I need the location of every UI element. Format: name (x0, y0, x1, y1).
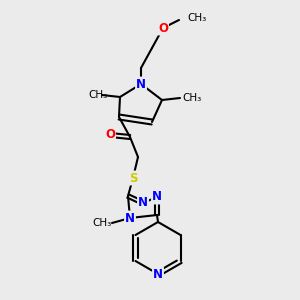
Text: N: N (153, 268, 163, 281)
Text: S: S (129, 172, 137, 184)
Text: N: N (136, 77, 146, 91)
Text: N: N (138, 196, 148, 209)
Text: CH₃: CH₃ (187, 13, 206, 23)
Text: CH₃: CH₃ (92, 218, 112, 228)
Text: N: N (152, 190, 162, 203)
Text: O: O (105, 128, 115, 142)
Text: N: N (125, 212, 135, 224)
Text: CH₃: CH₃ (182, 93, 201, 103)
Text: CH₃: CH₃ (88, 90, 107, 100)
Text: O: O (158, 22, 168, 34)
